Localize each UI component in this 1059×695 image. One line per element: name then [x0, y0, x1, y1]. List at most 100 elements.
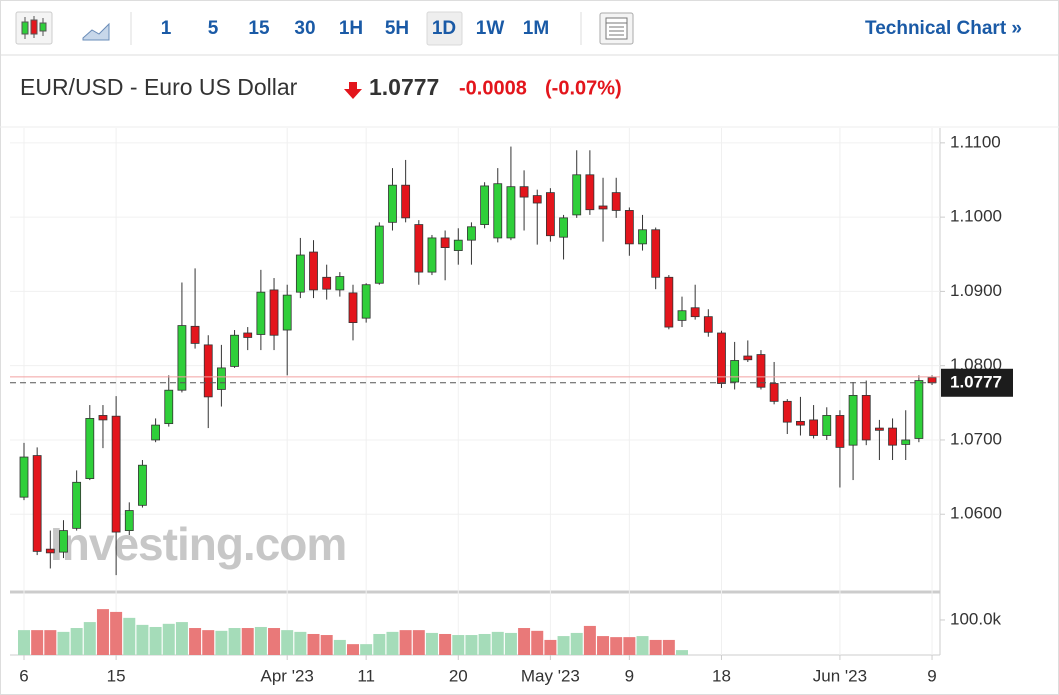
- candle-body: [164, 389, 174, 425]
- volume-bar: [597, 636, 610, 655]
- table-icon[interactable]: [599, 12, 634, 45]
- volume-bar: [320, 635, 333, 655]
- candle-body: [624, 210, 634, 245]
- candle-body: [401, 184, 411, 219]
- candle-body: [348, 292, 358, 324]
- icon-lines: [606, 22, 627, 36]
- candle-body: [45, 548, 55, 554]
- candle-body: [19, 456, 29, 498]
- volume-bar: [96, 609, 109, 655]
- volume-bar: [412, 630, 425, 655]
- interval-button[interactable]: 5H: [385, 18, 409, 39]
- volume-bar: [360, 644, 373, 655]
- interval-button[interactable]: 5: [208, 18, 219, 39]
- interval-button[interactable]: 1W: [476, 18, 505, 39]
- interval-button[interactable]: 1D: [432, 18, 456, 39]
- volume-bar: [268, 628, 281, 655]
- candle-body: [190, 325, 200, 344]
- candle-body: [72, 481, 82, 529]
- candle-body: [203, 344, 213, 398]
- icon-body: [30, 19, 38, 35]
- volume-bar: [215, 630, 228, 655]
- candle-body: [230, 334, 239, 367]
- down-arrow: [344, 82, 362, 99]
- volume-bar: [307, 633, 320, 655]
- candle-body: [216, 367, 226, 390]
- candle-body: [914, 380, 924, 439]
- symbol-title: EUR/USD - Euro US Dollar: [20, 74, 298, 100]
- volume-bar: [452, 635, 465, 655]
- candle-body: [927, 377, 937, 384]
- volume-bar: [557, 636, 570, 655]
- candle-body: [782, 400, 792, 423]
- volume-bar: [583, 625, 596, 655]
- x-tick-label: 11: [357, 666, 375, 685]
- candle-body: [138, 464, 147, 506]
- x-tick-label: 20: [449, 666, 468, 685]
- volume-bar: [149, 626, 162, 655]
- volume-bar: [254, 626, 267, 655]
- candle-body: [822, 415, 832, 436]
- x-tick-label: 18: [712, 666, 731, 685]
- active-interval-bg: [426, 11, 463, 46]
- volume-bar: [70, 628, 83, 655]
- y-tick-label: 1.0600: [950, 504, 1002, 523]
- volume-bar: [294, 631, 307, 655]
- candle-body: [427, 237, 437, 273]
- candle-body: [98, 415, 108, 421]
- volume-bar: [44, 630, 57, 655]
- interval-button[interactable]: 1H: [339, 18, 363, 39]
- candle-body: [295, 254, 305, 293]
- volume-bar: [636, 636, 649, 655]
- candle-body: [743, 355, 753, 361]
- candle-body: [611, 192, 621, 211]
- volume-bar: [31, 630, 44, 655]
- candle-body: [335, 276, 345, 291]
- volume-bar: [162, 623, 175, 655]
- candle-body: [598, 205, 608, 210]
- candle-body: [493, 183, 503, 239]
- volume-bar: [202, 630, 215, 655]
- candle-body: [848, 394, 858, 446]
- volume-bar: [649, 639, 662, 655]
- last-price-label: 1.0777: [950, 372, 1002, 391]
- volume-bar: [439, 633, 452, 655]
- line-icon[interactable]: [82, 22, 110, 41]
- volume-bar: [123, 617, 136, 655]
- interval-button[interactable]: 1: [161, 18, 172, 39]
- candle-body: [835, 415, 845, 448]
- interval-button[interactable]: 15: [248, 18, 270, 39]
- volume-bar: [570, 632, 583, 655]
- technical-chart-link[interactable]: Technical Chart »: [865, 18, 1022, 39]
- volume-bar: [228, 628, 241, 655]
- candle-body: [269, 289, 279, 336]
- volume-bar: [399, 630, 412, 655]
- candle-body: [546, 192, 555, 237]
- x-tick-label: 9: [625, 666, 634, 685]
- interval-button[interactable]: 1M: [523, 18, 549, 39]
- volume-bar: [478, 633, 491, 655]
- candle-body: [453, 239, 463, 251]
- candle-body: [796, 420, 805, 426]
- candle-body: [414, 224, 424, 273]
- icon-sheet: [605, 17, 628, 40]
- candle-body: [532, 195, 542, 204]
- icon-body: [21, 21, 29, 35]
- interval-button[interactable]: 30: [294, 18, 315, 39]
- candle-icon[interactable]: [15, 11, 53, 45]
- change-pct: (-0.07%): [545, 77, 622, 99]
- candle-body: [124, 510, 134, 531]
- candle-body: [559, 217, 568, 238]
- volume-bar: [57, 631, 70, 655]
- candle-body: [480, 185, 490, 225]
- volume-bar: [518, 628, 531, 655]
- candle-body: [243, 332, 253, 338]
- icon-body: [39, 22, 47, 32]
- x-tick-label: 15: [107, 666, 126, 685]
- candle-body: [717, 332, 726, 384]
- candle-body: [282, 294, 292, 331]
- volume-bar: [136, 624, 149, 655]
- candle-body: [256, 291, 266, 335]
